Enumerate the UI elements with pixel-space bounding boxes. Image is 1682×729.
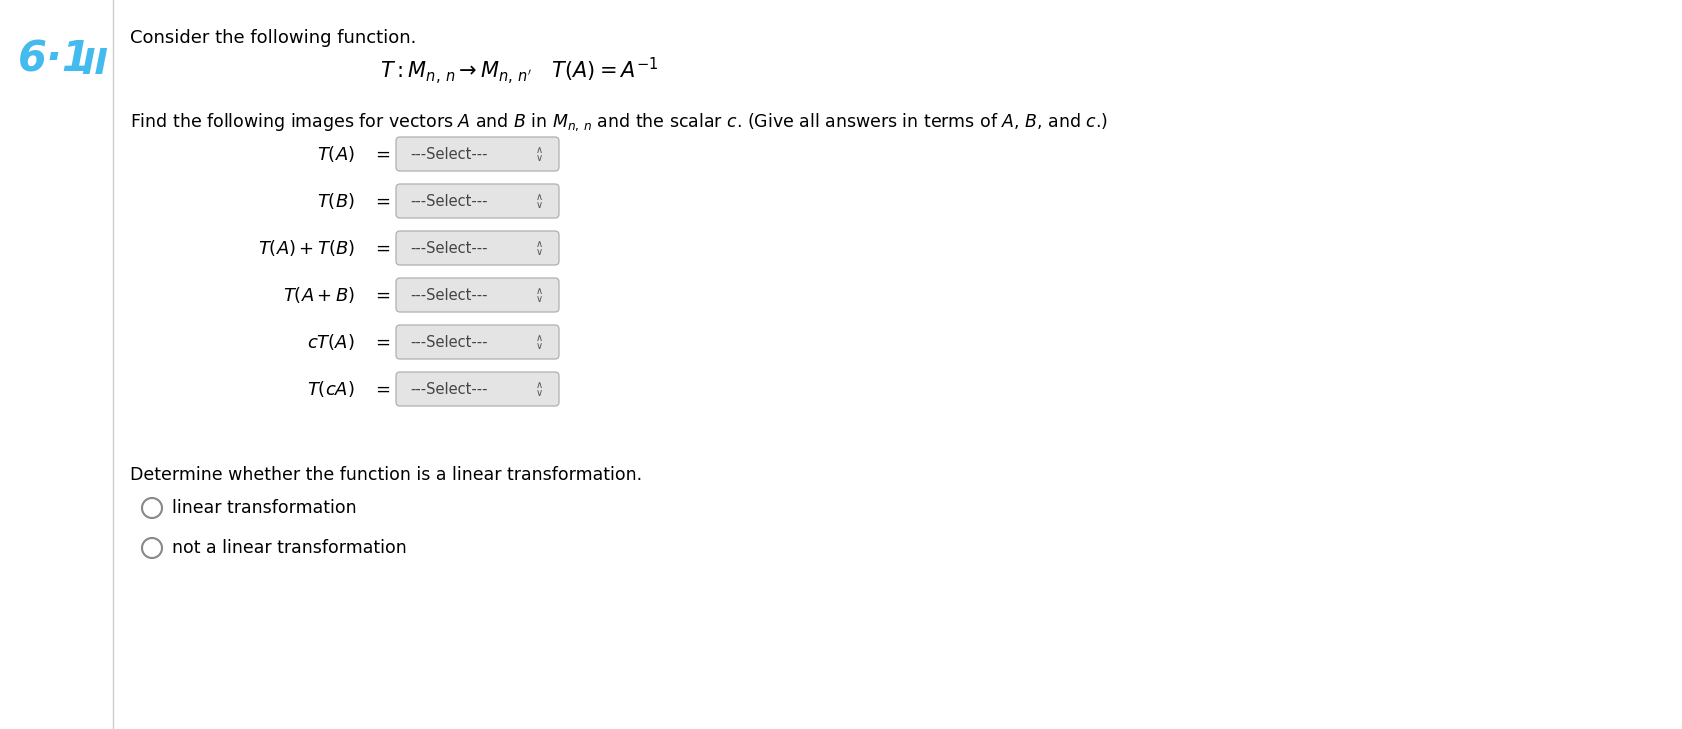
Text: $T: M_{n,\,n} \rightarrow M_{n,\,n'}\quad T(A) = A^{-1}$: $T: M_{n,\,n} \rightarrow M_{n,\,n'}\qua… xyxy=(380,55,659,87)
Text: linear transformation: linear transformation xyxy=(172,499,357,517)
Text: 6·1: 6·1 xyxy=(19,38,93,80)
FancyBboxPatch shape xyxy=(395,184,558,218)
Text: $=$: $=$ xyxy=(372,333,390,351)
Text: $T(cA)$: $T(cA)$ xyxy=(308,379,355,399)
Text: ∨: ∨ xyxy=(535,153,543,163)
Text: ∨: ∨ xyxy=(535,247,543,257)
Text: $=$: $=$ xyxy=(372,239,390,257)
Text: ∧: ∧ xyxy=(535,192,543,202)
FancyBboxPatch shape xyxy=(395,231,558,265)
Text: ---Select---: ---Select--- xyxy=(410,241,488,255)
Text: ∨: ∨ xyxy=(535,294,543,304)
Text: $T(A) + T(B)$: $T(A) + T(B)$ xyxy=(257,238,355,258)
FancyBboxPatch shape xyxy=(395,137,558,171)
Text: $=$: $=$ xyxy=(372,380,390,398)
FancyBboxPatch shape xyxy=(395,278,558,312)
Text: ---Select---: ---Select--- xyxy=(410,193,488,208)
Text: ∧: ∧ xyxy=(535,286,543,296)
Text: ∧: ∧ xyxy=(535,380,543,390)
Text: ∧: ∧ xyxy=(535,239,543,249)
FancyBboxPatch shape xyxy=(395,372,558,406)
Text: $T(A + B)$: $T(A + B)$ xyxy=(283,285,355,305)
Text: $=$: $=$ xyxy=(372,286,390,304)
Text: Determine whether the function is a linear transformation.: Determine whether the function is a line… xyxy=(130,466,643,484)
Text: ∨: ∨ xyxy=(535,200,543,210)
Text: ∨: ∨ xyxy=(535,341,543,351)
FancyBboxPatch shape xyxy=(395,325,558,359)
Text: not a linear transformation: not a linear transformation xyxy=(172,539,407,557)
Text: $T(B)$: $T(B)$ xyxy=(318,191,355,211)
Text: ∧: ∧ xyxy=(535,333,543,343)
Text: $cT(A)$: $cT(A)$ xyxy=(308,332,355,352)
Text: ---Select---: ---Select--- xyxy=(410,147,488,162)
Text: ∧: ∧ xyxy=(535,145,543,155)
Text: Find the following images for vectors $\mathit{A}$ and $\mathit{B}$ in $M_{n,\,n: Find the following images for vectors $\… xyxy=(130,111,1108,133)
Text: $=$: $=$ xyxy=(372,192,390,210)
Text: ---Select---: ---Select--- xyxy=(410,381,488,397)
Text: II: II xyxy=(81,47,109,81)
Text: ---Select---: ---Select--- xyxy=(410,287,488,303)
Text: ---Select---: ---Select--- xyxy=(410,335,488,349)
Text: Consider the following function.: Consider the following function. xyxy=(130,29,417,47)
Text: $T(A)$: $T(A)$ xyxy=(318,144,355,164)
Text: $=$: $=$ xyxy=(372,145,390,163)
Text: ∨: ∨ xyxy=(535,388,543,398)
